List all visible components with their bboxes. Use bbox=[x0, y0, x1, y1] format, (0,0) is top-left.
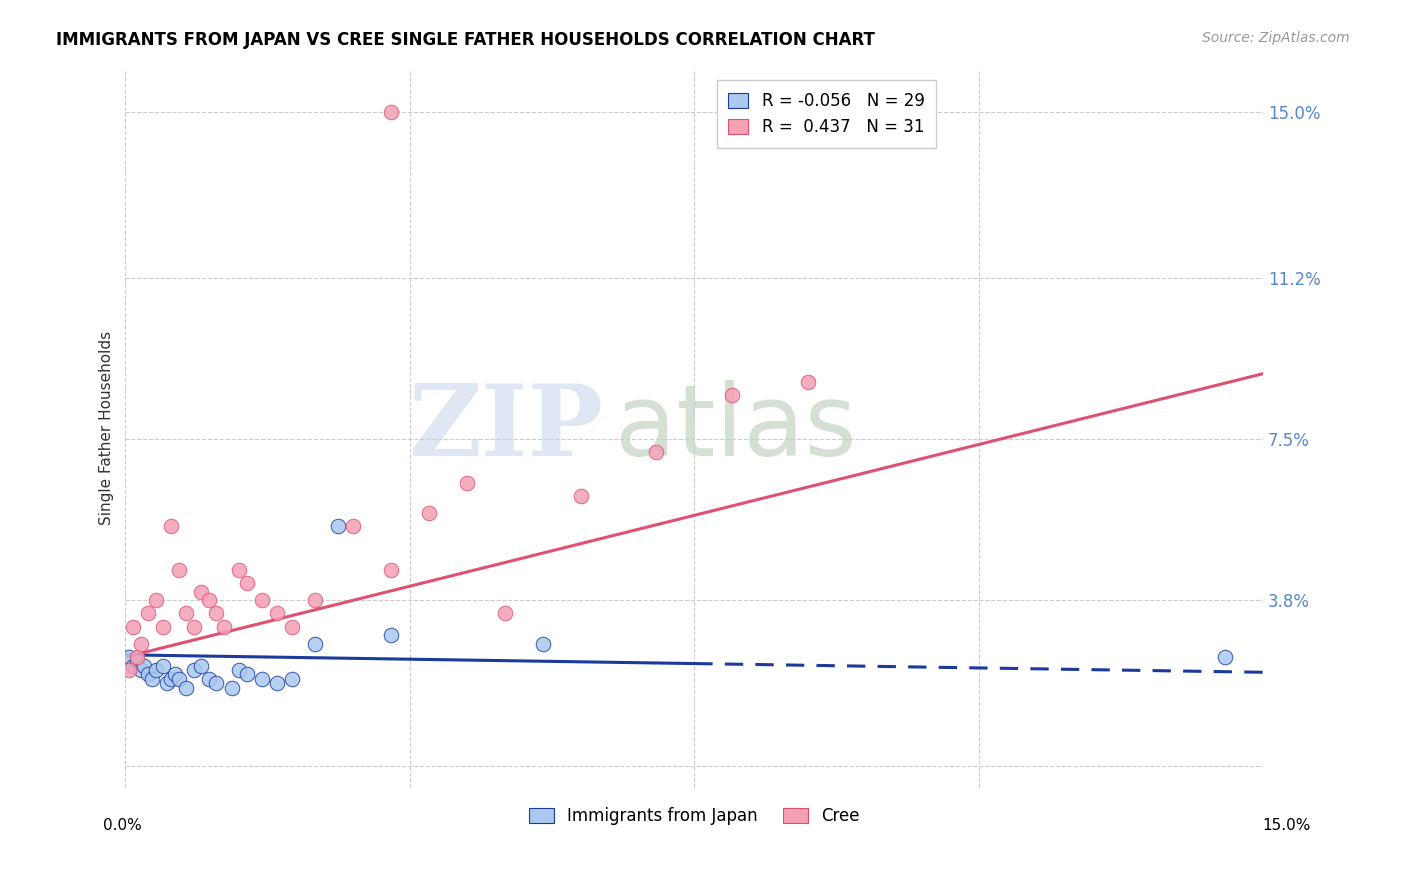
Point bbox=[125, 650, 148, 665]
Point bbox=[160, 672, 183, 686]
Point bbox=[418, 506, 440, 520]
Point bbox=[531, 637, 554, 651]
Point bbox=[198, 593, 221, 607]
Point bbox=[152, 658, 174, 673]
Point bbox=[167, 563, 190, 577]
Point bbox=[118, 663, 141, 677]
Point bbox=[198, 672, 221, 686]
Point bbox=[183, 663, 205, 677]
Point bbox=[236, 575, 259, 590]
Point bbox=[141, 672, 163, 686]
Point bbox=[380, 563, 402, 577]
Point bbox=[228, 563, 250, 577]
Text: 0.0%: 0.0% bbox=[103, 818, 142, 832]
Point bbox=[118, 650, 141, 665]
Point bbox=[266, 676, 288, 690]
Point bbox=[163, 667, 186, 681]
Point bbox=[122, 619, 145, 633]
Point bbox=[125, 654, 148, 668]
Point bbox=[304, 637, 326, 651]
Text: atlas: atlas bbox=[614, 380, 856, 476]
Point bbox=[160, 519, 183, 533]
Y-axis label: Single Father Households: Single Father Households bbox=[100, 331, 114, 525]
Text: ZIP: ZIP bbox=[408, 380, 603, 476]
Point bbox=[190, 658, 212, 673]
Point bbox=[221, 681, 243, 695]
Point bbox=[380, 628, 402, 642]
Point bbox=[174, 681, 197, 695]
Point bbox=[129, 663, 152, 677]
Point bbox=[342, 519, 364, 533]
Point bbox=[266, 607, 288, 621]
Point bbox=[145, 663, 167, 677]
Point bbox=[136, 667, 159, 681]
Point bbox=[190, 584, 212, 599]
Point bbox=[136, 607, 159, 621]
Point bbox=[250, 593, 273, 607]
Point bbox=[174, 607, 197, 621]
Text: IMMIGRANTS FROM JAPAN VS CREE SINGLE FATHER HOUSEHOLDS CORRELATION CHART: IMMIGRANTS FROM JAPAN VS CREE SINGLE FAT… bbox=[56, 31, 875, 49]
Point bbox=[134, 658, 156, 673]
Point bbox=[122, 658, 145, 673]
Point bbox=[129, 637, 152, 651]
Point bbox=[326, 519, 349, 533]
Point bbox=[228, 663, 250, 677]
Point bbox=[797, 376, 820, 390]
Point bbox=[236, 667, 259, 681]
Point bbox=[569, 489, 592, 503]
Legend: R = -0.056   N = 29, R =  0.437   N = 31: R = -0.056 N = 29, R = 0.437 N = 31 bbox=[717, 80, 936, 148]
Point bbox=[281, 619, 304, 633]
Point bbox=[167, 672, 190, 686]
Point bbox=[145, 593, 167, 607]
Text: 15.0%: 15.0% bbox=[1263, 818, 1310, 832]
Point bbox=[156, 676, 179, 690]
Point bbox=[152, 619, 174, 633]
Point bbox=[380, 105, 402, 120]
Point bbox=[721, 388, 744, 402]
Text: Source: ZipAtlas.com: Source: ZipAtlas.com bbox=[1202, 31, 1350, 45]
Point bbox=[205, 676, 228, 690]
Point bbox=[212, 619, 235, 633]
Point bbox=[281, 672, 304, 686]
Point bbox=[494, 607, 516, 621]
Point bbox=[304, 593, 326, 607]
Point bbox=[645, 445, 668, 459]
Point bbox=[250, 672, 273, 686]
Point bbox=[456, 475, 478, 490]
Point bbox=[183, 619, 205, 633]
Point bbox=[205, 607, 228, 621]
Point bbox=[1213, 650, 1236, 665]
